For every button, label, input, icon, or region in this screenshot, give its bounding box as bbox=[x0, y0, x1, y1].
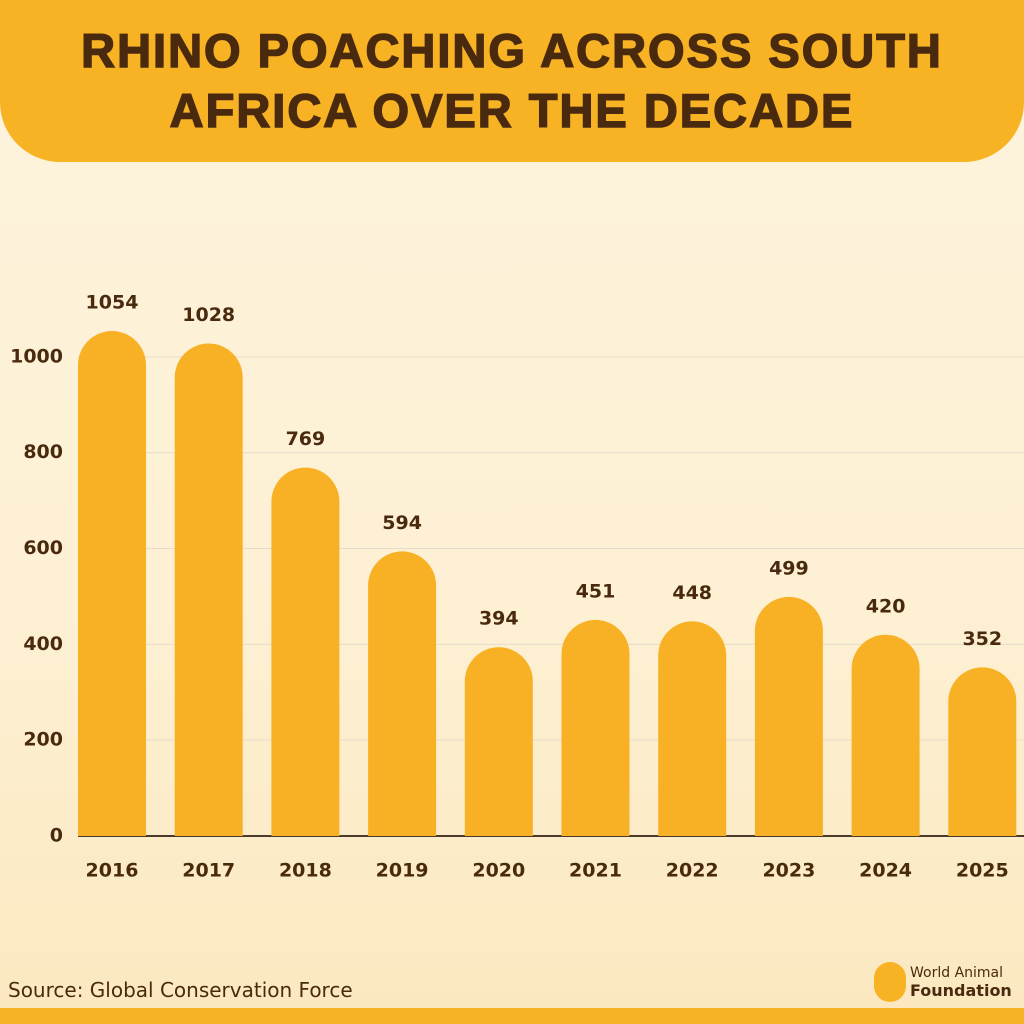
bar bbox=[464, 647, 533, 836]
value-label: 420 bbox=[866, 595, 906, 617]
y-tick-label: 600 bbox=[23, 537, 63, 559]
value-label: 769 bbox=[286, 428, 326, 450]
bottom-bar bbox=[0, 1008, 1024, 1024]
header: RHINO POACHING ACROSS SOUTH AFRICA OVER … bbox=[0, 0, 1024, 162]
bar bbox=[754, 596, 823, 836]
value-label: 394 bbox=[479, 608, 519, 630]
y-tick-label: 1000 bbox=[10, 345, 63, 367]
value-label: 594 bbox=[382, 512, 422, 534]
value-label: 352 bbox=[962, 628, 1002, 650]
value-label: 499 bbox=[769, 557, 809, 579]
y-tick-label: 200 bbox=[23, 729, 63, 751]
x-tick-label: 2017 bbox=[182, 860, 235, 882]
x-tick-label: 2021 bbox=[569, 860, 622, 882]
bar bbox=[561, 619, 630, 836]
value-label: 448 bbox=[672, 582, 712, 604]
y-tick-label: 800 bbox=[23, 441, 63, 463]
logo-line: Foundation bbox=[910, 980, 1012, 1000]
bar bbox=[368, 551, 437, 836]
chart-title: RHINO POACHING ACROSS SOUTH AFRICA OVER … bbox=[80, 23, 943, 138]
bar bbox=[78, 331, 146, 836]
x-tick-label: 2022 bbox=[666, 860, 719, 882]
x-tick-label: 2018 bbox=[279, 860, 332, 882]
logo: World Animal Foundation bbox=[874, 962, 1012, 1002]
x-tick-label: 2024 bbox=[859, 860, 912, 882]
value-label: 1054 bbox=[86, 292, 139, 314]
logo-line: World Animal bbox=[910, 964, 1004, 981]
x-tick-label: 2023 bbox=[762, 860, 815, 882]
bar bbox=[174, 343, 243, 836]
source: Source: Global Conservation Force bbox=[8, 978, 353, 1002]
y-tick-label: 400 bbox=[23, 633, 63, 655]
bar bbox=[851, 634, 920, 836]
logo-icon bbox=[874, 962, 906, 1002]
x-tick-label: 2016 bbox=[86, 860, 139, 882]
value-label: 1028 bbox=[182, 304, 235, 326]
value-label: 451 bbox=[576, 580, 616, 602]
x-tick-label: 2025 bbox=[956, 860, 1009, 882]
y-tick-label: 0 bbox=[50, 825, 63, 847]
bar bbox=[658, 621, 727, 836]
x-tick-label: 2020 bbox=[472, 860, 525, 882]
x-tick-label: 2019 bbox=[376, 860, 429, 882]
bar bbox=[271, 467, 340, 836]
bar bbox=[948, 667, 1017, 836]
logo-text: World Animal Foundation bbox=[910, 965, 1012, 1000]
